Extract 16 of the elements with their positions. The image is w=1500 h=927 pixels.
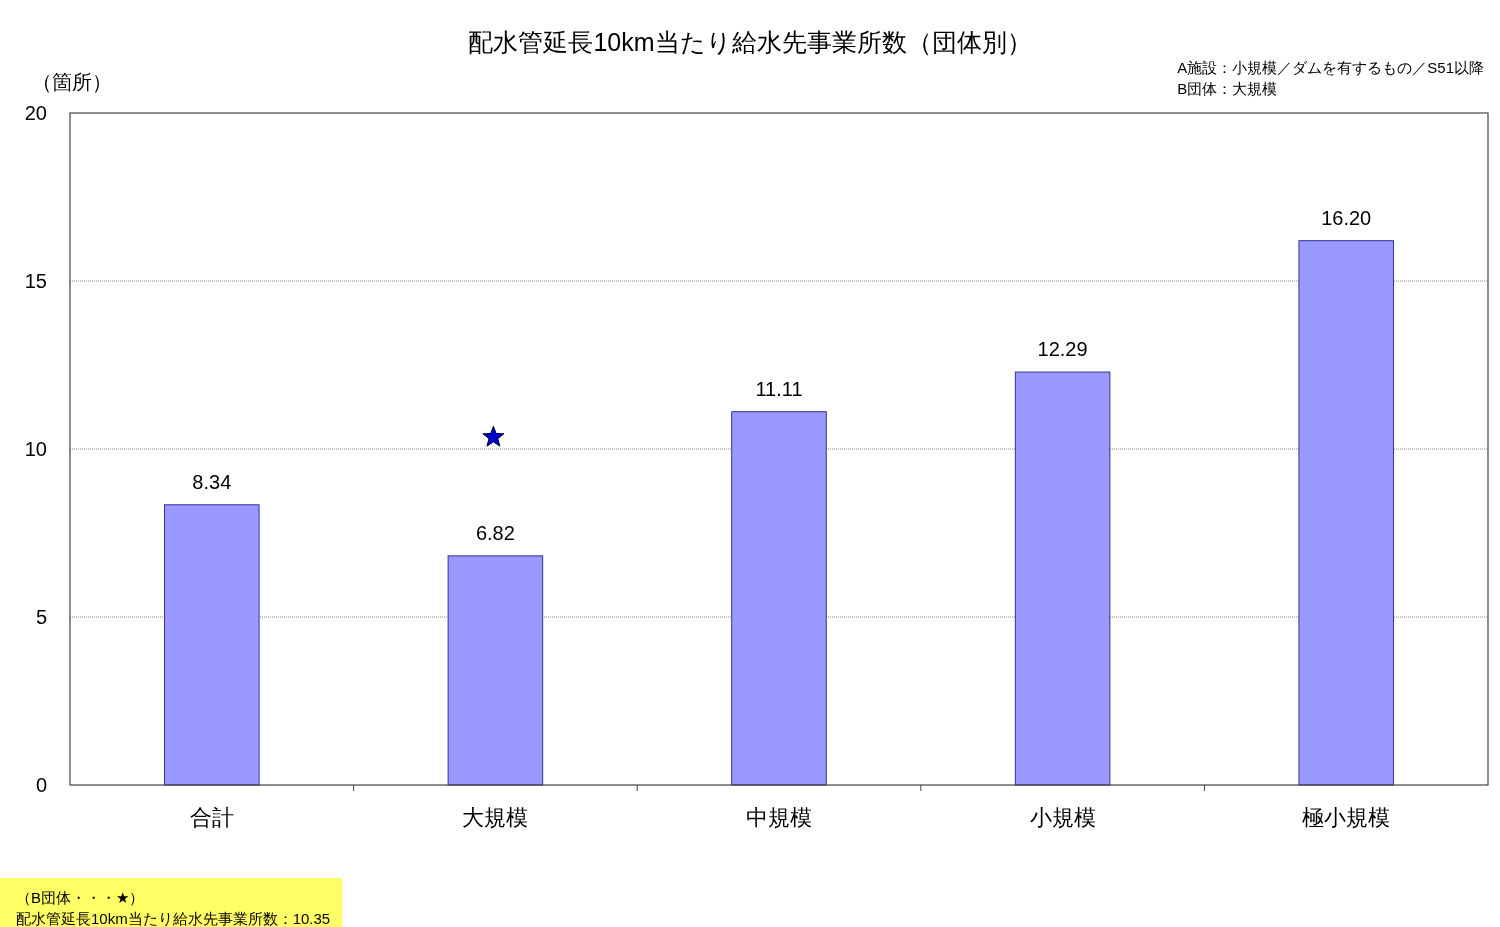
y-axis-title: （箇所） [32, 71, 112, 93]
text: A施設：小規模／ダムを有するもの／S51以降 [1177, 58, 1484, 76]
y-tick-label: 15 [24, 270, 47, 292]
chart-title: 配水管延長10km当たり給水先事業所数（団体別） [468, 28, 1032, 56]
text: （B団体・・・★） [16, 888, 145, 906]
text: B団体：大規模 [1177, 79, 1278, 97]
x-tick-label: 小規模 [1029, 804, 1096, 830]
x-tick-label: 中規模 [746, 804, 812, 830]
y-tick-label: 10 [24, 438, 47, 460]
x-tick-label: 合計 [189, 804, 234, 830]
y-tick-label: 20 [24, 102, 47, 124]
text: 配水管延長10km当たり給水先事業所数：10.35 [16, 909, 331, 927]
x-tick-label: 極小規模 [1302, 804, 1391, 830]
x-tick-label: 大規模 [462, 804, 529, 830]
y-tick-label: 0 [35, 774, 47, 796]
y-tick-label: 5 [35, 606, 47, 628]
